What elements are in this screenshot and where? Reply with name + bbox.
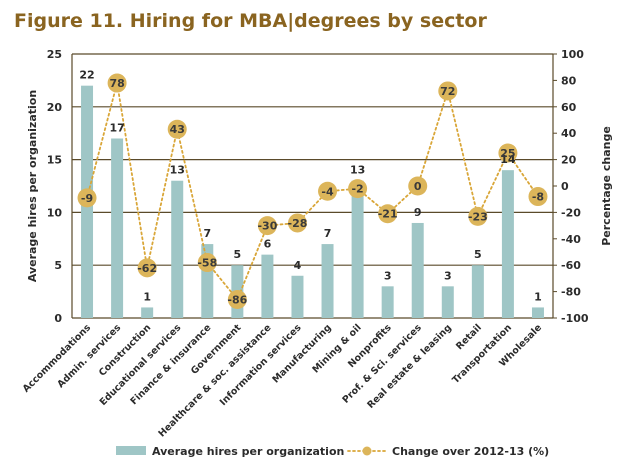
y2-tick-label: 80 xyxy=(561,74,577,87)
bar-value-label: 3 xyxy=(444,269,452,282)
line-marker xyxy=(318,181,338,201)
line-value-label: -21 xyxy=(378,208,398,221)
bar xyxy=(111,138,124,318)
x-tick-label: Construction xyxy=(97,322,153,378)
line-value-label: -30 xyxy=(257,220,277,233)
line-value-label: -2 xyxy=(351,183,363,196)
y-tick-label: 20 xyxy=(47,101,63,114)
line-value-label: -23 xyxy=(468,210,488,223)
legend-line-label: Change over 2012-13 (%) xyxy=(392,445,549,458)
y2-tick-label: 0 xyxy=(561,180,569,193)
line-marker xyxy=(137,258,157,278)
line-marker xyxy=(167,119,187,139)
bar xyxy=(321,244,334,318)
x-tick-label: Healthcare & soc. assistance xyxy=(156,322,273,439)
legend-bar-label: Average hires per organization xyxy=(152,445,344,458)
line-marker xyxy=(77,188,97,208)
line-marker xyxy=(227,290,247,310)
bar xyxy=(381,286,394,318)
y2-tick-label: -40 xyxy=(561,233,581,246)
bar xyxy=(141,307,154,318)
bar xyxy=(291,275,304,318)
line-value-label: 43 xyxy=(170,123,185,136)
y-axis-title: Average hires per organization xyxy=(26,90,39,282)
line-marker xyxy=(287,213,307,233)
y2-tick-label: -20 xyxy=(561,206,581,219)
bar xyxy=(351,180,364,318)
change-line xyxy=(86,82,539,302)
bar-value-label: 6 xyxy=(264,238,272,251)
line-value-label: -9 xyxy=(81,192,93,205)
y2-tick-label: 100 xyxy=(561,48,584,61)
line-marker xyxy=(348,179,368,199)
line-marker xyxy=(197,253,217,273)
bar-value-label: 17 xyxy=(109,121,124,134)
line-marker xyxy=(378,204,398,224)
legend: Average hires per organization Change ove… xyxy=(116,445,549,458)
data-labels: 221711375647133935141-978-6243-58-86-30-… xyxy=(79,69,544,307)
bar-value-label: 22 xyxy=(79,69,94,82)
line-value-label: -58 xyxy=(197,257,217,270)
bar xyxy=(501,170,514,318)
bar xyxy=(531,307,544,318)
y2-tick-label: -80 xyxy=(561,286,581,299)
line-marker xyxy=(257,216,277,236)
line-marker xyxy=(528,187,548,207)
bar-value-label: 1 xyxy=(143,290,151,303)
line-marker xyxy=(408,176,428,196)
bar xyxy=(261,254,274,318)
y-tick-label: 0 xyxy=(54,312,62,325)
bar xyxy=(441,286,454,318)
bar-value-label: 4 xyxy=(294,259,302,272)
line-value-label: 78 xyxy=(109,77,124,90)
line-value-label: 72 xyxy=(440,85,455,98)
line-marker xyxy=(498,143,518,163)
bar-value-label: 7 xyxy=(324,227,332,240)
bar-value-label: 5 xyxy=(474,248,482,261)
line-marker xyxy=(107,73,127,93)
y2-tick-label: -100 xyxy=(561,312,589,325)
bar-value-label: 13 xyxy=(170,164,185,177)
y2-tick-label: 20 xyxy=(561,154,577,167)
bar-value-label: 13 xyxy=(350,164,365,177)
line-series xyxy=(77,73,548,310)
line-value-label: 0 xyxy=(414,180,422,193)
bar xyxy=(471,265,484,318)
chart-title: Figure 11. Hiring for MBA|degrees by sec… xyxy=(14,10,487,32)
line-value-label: -4 xyxy=(321,185,334,198)
line-value-label: -28 xyxy=(288,217,308,230)
y-tick-label: 15 xyxy=(47,154,62,167)
bar-value-label: 5 xyxy=(234,248,242,261)
line-value-label: -86 xyxy=(227,294,247,307)
bar xyxy=(171,180,184,318)
y2-tick-label: 60 xyxy=(561,101,577,114)
y2-tick-label: 40 xyxy=(561,127,577,140)
y2-tick-label: -60 xyxy=(561,259,581,272)
y-tick-label: 5 xyxy=(54,259,62,272)
line-value-label: -8 xyxy=(532,191,544,204)
bar xyxy=(411,222,424,318)
bar-value-label: 7 xyxy=(203,227,211,240)
line-value-label: 25 xyxy=(500,147,515,160)
y2-axis-title: Percentage change xyxy=(600,126,613,246)
line-marker xyxy=(468,206,488,226)
bar-value-label: 1 xyxy=(534,290,542,303)
line-value-label: -62 xyxy=(137,262,157,275)
bar-value-label: 14 xyxy=(500,153,516,166)
line-marker xyxy=(438,81,458,101)
legend-bar-swatch xyxy=(116,446,146,455)
legend-line-marker xyxy=(362,446,372,456)
y-tick-label: 10 xyxy=(47,206,63,219)
bar-value-label: 3 xyxy=(384,269,392,282)
y-tick-label: 25 xyxy=(47,48,62,61)
bar-value-label: 9 xyxy=(414,206,422,219)
